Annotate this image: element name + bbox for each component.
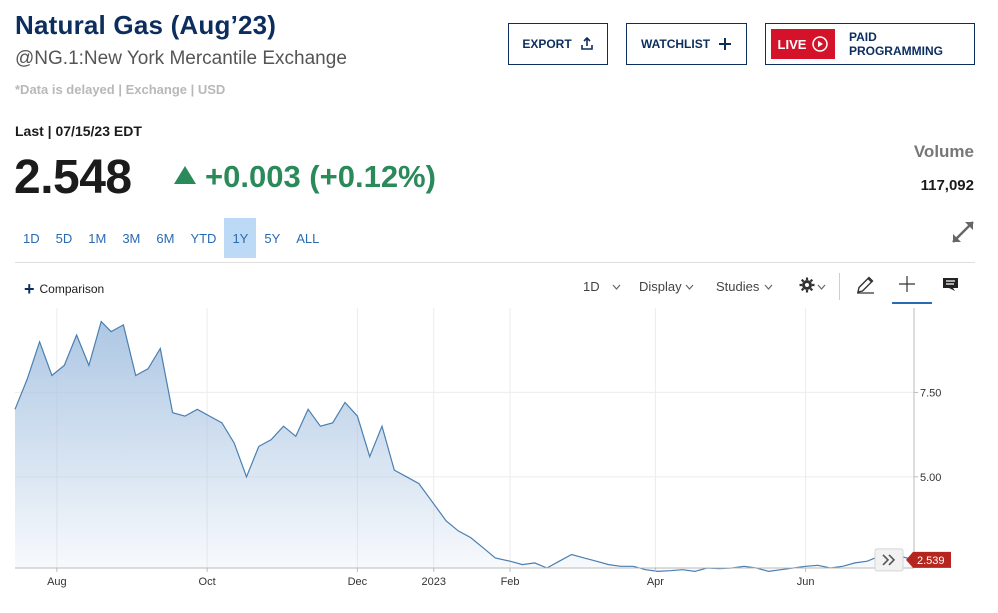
expand-icon[interactable] — [950, 219, 976, 250]
paid-programming-button[interactable]: LIVE PAID PROGRAMMING — [765, 23, 975, 65]
comparison-label: Comparison — [39, 282, 105, 296]
price-chart[interactable]: Aug Oct Dec 2023 Feb Apr Jun 7.50 5.00 2.539 — [0, 300, 998, 600]
export-label: EXPORT — [522, 37, 572, 51]
last-price: 2.548 — [14, 151, 132, 204]
price-change: +0.003 (+0.12%) — [205, 159, 436, 194]
watchlist-button[interactable]: WATCHLIST — [626, 23, 747, 65]
y-tick-label: 5.00 — [920, 472, 941, 484]
plus-icon: + — [24, 279, 35, 299]
paid-programming-label: PAID PROGRAMMING — [848, 30, 943, 58]
export-button[interactable]: EXPORT — [508, 23, 608, 65]
range-6m[interactable]: 6M — [156, 230, 175, 246]
live-badge: LIVE — [771, 29, 835, 59]
chevron-down-icon — [685, 284, 694, 290]
live-label: LIVE — [777, 36, 807, 52]
crosshair-icon[interactable] — [899, 276, 915, 292]
range-5y[interactable]: 5Y — [264, 230, 281, 246]
x-tick-label: 2023 — [421, 576, 445, 588]
watchlist-label: WATCHLIST — [640, 37, 711, 51]
range-3m[interactable]: 3M — [122, 230, 141, 246]
crosshair-active-indicator — [892, 302, 932, 304]
x-tick-label: Aug — [47, 576, 67, 588]
last-update: Last | 07/15/23 EDT — [15, 123, 142, 139]
interval-label: 1D — [583, 279, 600, 294]
display-dropdown[interactable]: Display — [639, 279, 694, 294]
x-tick-label: Apr — [647, 576, 664, 588]
current-price-label: 2.539 — [917, 555, 945, 567]
current-price-tag — [906, 551, 951, 568]
volume-value: 117,092 — [920, 177, 974, 194]
chevron-down-icon — [612, 284, 621, 290]
x-tick-label: Jun — [797, 576, 815, 588]
up-arrow-icon — [174, 166, 196, 189]
range-all[interactable]: ALL — [296, 230, 320, 246]
studies-label: Studies — [716, 279, 760, 294]
range-1m[interactable]: 1M — [88, 230, 107, 246]
page-title: Natural Gas (Aug’23) — [15, 10, 277, 40]
upload-icon — [580, 37, 594, 51]
x-tick-label: Dec — [348, 576, 368, 588]
interval-dropdown[interactable]: 1D — [583, 279, 621, 294]
settings-dropdown[interactable] — [799, 277, 826, 296]
section-divider — [15, 262, 975, 263]
comment-icon[interactable] — [942, 277, 959, 292]
scroll-right-button[interactable] — [874, 548, 904, 572]
exchange-subtitle: @NG.1:New York Mercantile Exchange — [15, 48, 347, 69]
y-tick-label: 7.50 — [920, 387, 941, 399]
range-1y[interactable]: 1Y — [224, 218, 257, 258]
play-circle-icon — [812, 36, 829, 52]
delay-note: *Data is delayed | Exchange | USD — [15, 82, 226, 97]
comparison-button[interactable]: + Comparison — [24, 279, 105, 299]
x-tick-label: Oct — [199, 576, 216, 588]
range-5d[interactable]: 5D — [55, 230, 73, 246]
x-tick-label: Feb — [501, 576, 520, 588]
studies-dropdown[interactable]: Studies — [716, 279, 773, 294]
volume-label: Volume — [913, 142, 974, 161]
range-1d[interactable]: 1D — [23, 230, 40, 246]
range-ytd[interactable]: YTD — [190, 230, 217, 246]
plus-icon — [718, 37, 732, 51]
range-selector: 1D 5D 1M 3M 6M YTD 1Y 5Y ALL — [15, 218, 327, 258]
pencil-icon[interactable] — [856, 275, 875, 294]
toolbar-separator — [839, 273, 840, 300]
chevron-down-icon — [764, 284, 773, 290]
series-area — [15, 321, 914, 572]
display-label: Display — [639, 279, 682, 294]
chevron-down-icon — [817, 284, 826, 290]
gear-icon — [799, 277, 815, 296]
double-chevron-right-icon — [882, 554, 896, 566]
